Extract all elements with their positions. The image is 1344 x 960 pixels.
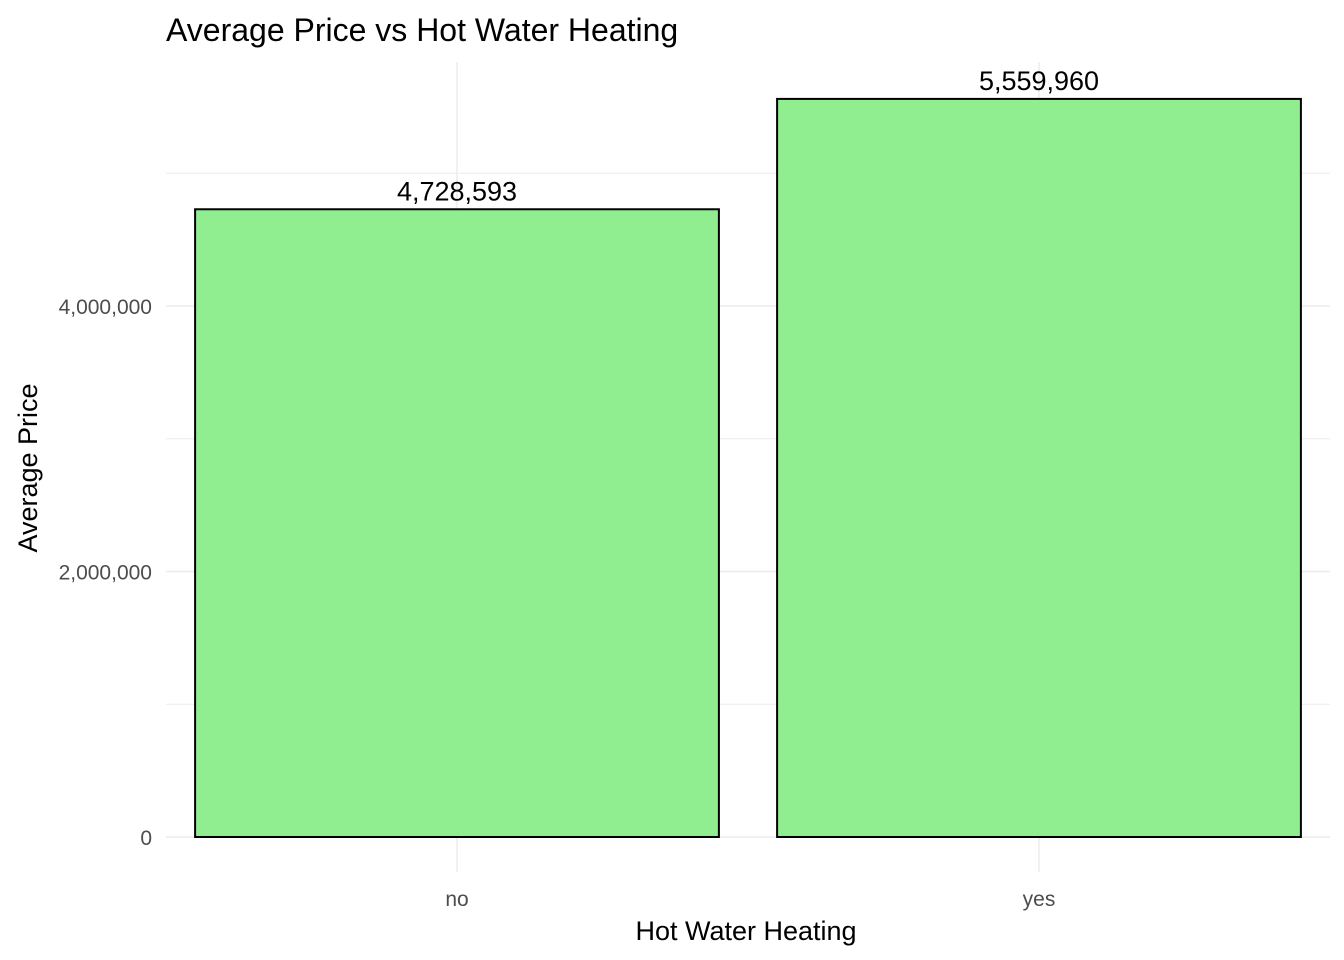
data-labels: 4,728,593 5,559,960 [397, 66, 1099, 206]
y-tick-label: 2,000,000 [59, 561, 152, 584]
y-tick-label: 0 [140, 827, 152, 850]
bar-no [194, 208, 720, 838]
chart-title: Average Price vs Hot Water Heating [166, 12, 678, 48]
y-tick-label: 4,000,000 [59, 296, 152, 319]
x-tick-label: yes [1023, 888, 1056, 911]
x-tick-label: no [445, 888, 468, 911]
bars [194, 97, 1302, 838]
x-axis-ticks: no yes [445, 888, 1055, 911]
y-axis-title: Average Price [13, 383, 43, 552]
data-label-no: 4,728,593 [397, 176, 517, 206]
y-axis-ticks: 0 2,000,000 4,000,000 [59, 296, 152, 850]
bar-yes [776, 97, 1302, 838]
data-label-yes: 5,559,960 [979, 66, 1099, 96]
x-axis-title: Hot Water Heating [635, 916, 856, 946]
